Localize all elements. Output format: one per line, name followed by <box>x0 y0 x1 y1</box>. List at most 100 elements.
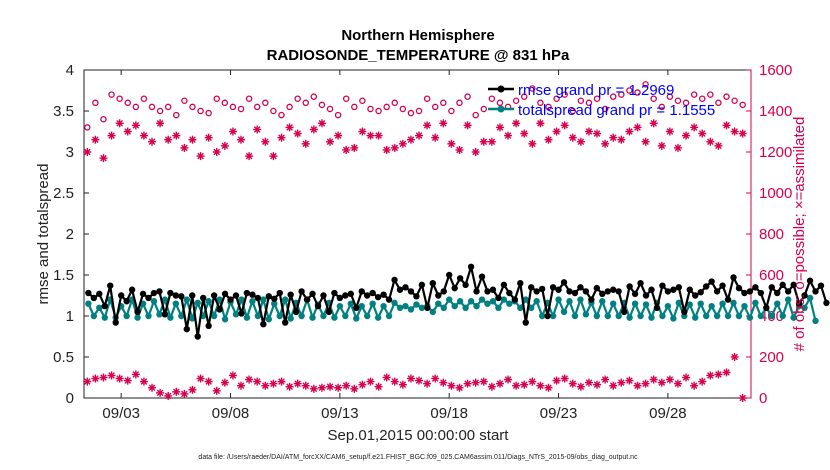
legend-rmse-marker <box>497 85 505 93</box>
obs-assimilated-point <box>495 379 504 388</box>
totalspread-point <box>298 312 305 320</box>
obs-assimilated-point <box>309 125 318 134</box>
obs-possible-point <box>302 99 310 107</box>
obs-possible-point <box>342 95 350 102</box>
obs-assimilated-point <box>188 135 197 144</box>
totalspread-point <box>593 312 601 320</box>
obs-possible-point <box>488 95 496 102</box>
obs-assimilated-point <box>439 119 448 128</box>
obs-assimilated-point <box>301 139 310 148</box>
obs-assimilated-point <box>512 119 521 128</box>
obs-assimilated-point <box>423 121 432 130</box>
obs-assimilated-point <box>690 123 699 132</box>
rmse-point <box>631 290 639 298</box>
totalspread-point <box>249 298 256 305</box>
totalspread-point <box>517 304 524 311</box>
obs-assimilated-point <box>83 148 92 156</box>
rmse-point <box>303 296 311 303</box>
rmse-point <box>582 288 590 295</box>
obs-possible-point <box>464 93 471 100</box>
obs-assimilated-point <box>593 129 602 138</box>
rmse-point <box>642 292 650 299</box>
totalspread-point <box>347 300 354 307</box>
y-tick-label-left: 0 <box>66 390 74 407</box>
totalspread-point <box>735 312 743 320</box>
totalspread-point <box>528 304 535 311</box>
obs-possible-point <box>213 95 220 102</box>
obs-assimilated-point <box>471 148 480 156</box>
rmse-point <box>456 275 464 282</box>
obs-possible-point <box>100 115 107 123</box>
obs-assimilated-point <box>358 127 367 136</box>
totalspread-point <box>260 296 267 303</box>
rmse-point <box>577 284 584 291</box>
obs-assimilated-point <box>455 383 464 392</box>
chart-subtitle: RADIOSONDE_TEMPERATURE @ 831 hPa <box>267 47 570 64</box>
obs-possible-point <box>520 93 528 100</box>
totalspread-point <box>566 298 573 305</box>
totalspread-point <box>101 314 108 321</box>
rmse-point <box>271 295 278 302</box>
obs-possible-point <box>690 91 698 98</box>
obs-assimilated-point <box>164 391 173 400</box>
totalspread-point <box>238 296 245 303</box>
obs-possible-point <box>367 105 374 113</box>
rmse-point <box>730 274 737 281</box>
obs-assimilated-point <box>625 127 634 136</box>
totalspread-point <box>90 312 98 320</box>
obs-assimilated-point <box>269 152 278 161</box>
rmse-point <box>533 288 540 295</box>
y-axis-label-right: # of obs: o=possible; ×=assimilated <box>791 117 808 352</box>
obs-assimilated-point <box>342 145 351 154</box>
rmse-point <box>325 308 333 316</box>
totalspread-point <box>364 312 371 320</box>
obs-assimilated-point <box>107 131 116 140</box>
totalspread-point <box>380 302 387 310</box>
obs-possible-point <box>310 93 318 100</box>
rmse-point <box>172 292 180 299</box>
obs-possible-point <box>593 95 601 102</box>
obs-assimilated-point <box>188 385 197 394</box>
obs-assimilated-point <box>115 374 124 383</box>
totalspread-point <box>96 304 103 311</box>
obs-possible-point <box>472 111 479 119</box>
obs-possible-point <box>440 99 447 107</box>
rmse-point <box>779 281 786 289</box>
totalspread-point <box>675 299 683 307</box>
rmse-point <box>774 289 781 297</box>
y-tick-label-right: 600 <box>759 267 784 284</box>
obs-assimilated-point <box>641 137 650 146</box>
obs-assimilated-point <box>91 135 100 144</box>
y-tick-label-right: 0 <box>759 390 767 407</box>
obs-possible-point <box>601 105 609 113</box>
rmse-point <box>528 284 535 291</box>
obs-assimilated-point <box>495 123 504 132</box>
totalspread-point <box>560 308 568 316</box>
totalspread-point <box>216 296 223 303</box>
totalspread-point <box>123 312 130 320</box>
totalspread-point <box>702 312 710 320</box>
rmse-point <box>320 292 327 299</box>
totalspread-point <box>440 304 447 311</box>
obs-assimilated-point <box>131 370 140 379</box>
obs-assimilated-point <box>463 379 472 388</box>
x-tick-label: 09/28 <box>649 405 687 422</box>
obs-assimilated-point <box>714 370 723 379</box>
rmse-point <box>735 284 743 292</box>
totalspread-point <box>265 316 272 323</box>
obs-assimilated-point <box>641 379 650 388</box>
rmse-point <box>697 289 704 296</box>
obs-assimilated-point <box>99 154 108 163</box>
rmse-point <box>112 319 119 326</box>
rmse-point <box>555 286 562 293</box>
obs-possible-point <box>609 93 617 100</box>
y-tick-label-right: 200 <box>759 349 784 366</box>
obs-possible-point <box>92 99 99 107</box>
rmse-point <box>336 294 344 302</box>
totalspread-point <box>506 300 513 307</box>
obs-possible-point <box>739 101 746 109</box>
rmse-point <box>478 273 486 280</box>
obs-possible-point <box>423 95 431 102</box>
totalspread-point <box>342 312 349 320</box>
obs-assimilated-point <box>172 387 181 396</box>
